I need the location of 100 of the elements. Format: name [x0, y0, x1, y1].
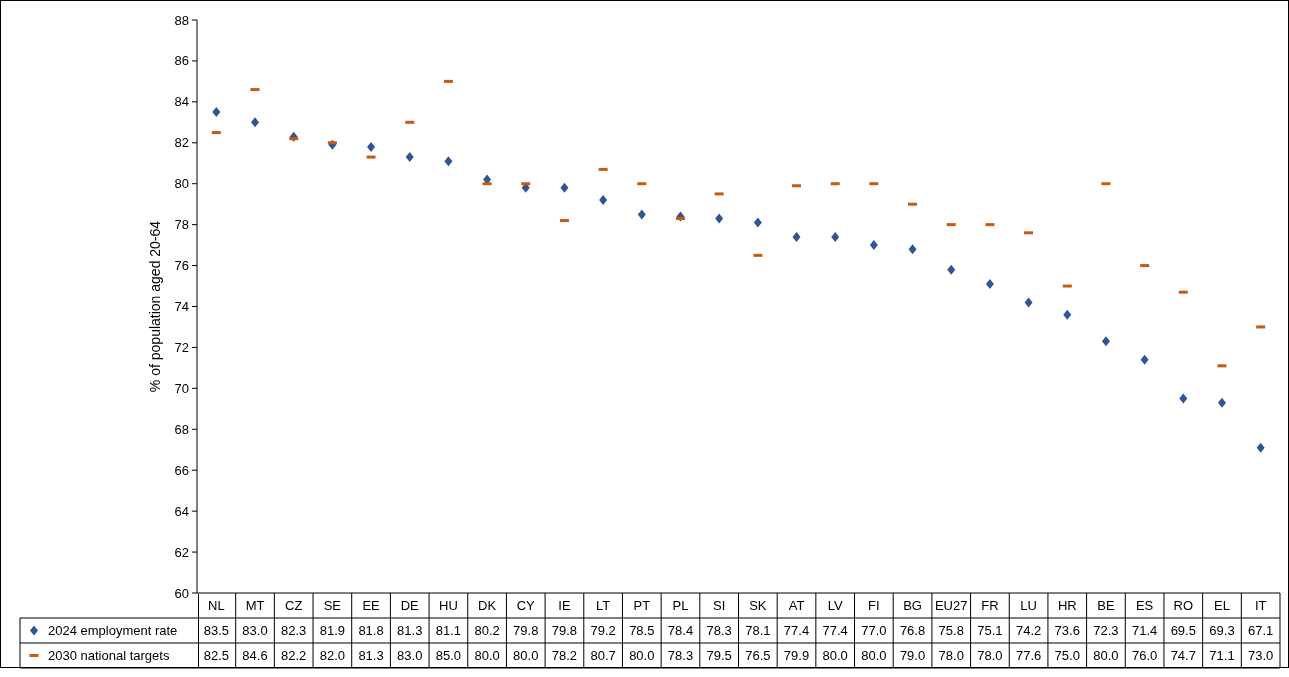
data-label: 77.0 [861, 623, 887, 639]
y-tick-label: 60 [174, 585, 189, 601]
data-label: 75.1 [977, 623, 1003, 639]
data-label: 78.4 [667, 623, 694, 639]
data-label: 81.3 [358, 648, 384, 664]
data-label: 83.5 [203, 623, 229, 639]
data-label: 77.4 [822, 623, 848, 639]
data-label: 71.4 [1131, 623, 1158, 639]
data-label: 80.0 [1093, 648, 1119, 664]
x-tick-label: EE [362, 598, 381, 614]
data-label: 82.5 [203, 648, 229, 664]
data-label: 79.0 [899, 648, 926, 664]
x-tick-label: BE [1097, 598, 1115, 614]
x-tick-label: FI [868, 598, 880, 614]
data-label: 81.3 [397, 623, 423, 639]
data-label: 79.8 [513, 623, 539, 639]
data-label: 82.3 [281, 623, 307, 639]
data-label: 76.8 [899, 623, 926, 639]
x-tick-label: CZ [285, 598, 303, 614]
point [1024, 297, 1033, 308]
data-label: 77.6 [1015, 648, 1042, 664]
point [405, 152, 414, 163]
point [560, 182, 569, 193]
y-tick-label: 62 [174, 544, 189, 560]
data-label: 84.6 [242, 648, 268, 664]
x-tick-label: IE [558, 598, 571, 614]
y-tick-label: 70 [174, 380, 189, 396]
data-label: 73.0 [1248, 648, 1274, 664]
data-label: 79.9 [783, 648, 810, 664]
data-label: 75.0 [1054, 648, 1080, 664]
data-label: 78.1 [745, 623, 771, 639]
point [444, 156, 453, 167]
data-label: 81.9 [319, 623, 346, 639]
data-label: 69.3 [1209, 623, 1235, 639]
point [715, 213, 724, 224]
y-tick-label: 78 [174, 217, 189, 233]
data-label: 78.2 [551, 648, 578, 664]
y-tick-label: 68 [174, 421, 189, 437]
data-label: 78.0 [938, 648, 964, 664]
point [753, 217, 762, 228]
x-tick-label: HR [1057, 598, 1077, 614]
x-tick-label: LV [827, 598, 843, 614]
data-label: 81.1 [435, 623, 462, 639]
x-tick-label: SK [749, 598, 767, 614]
x-tick-label: IT [1254, 598, 1267, 614]
data-label: 78.0 [977, 648, 1003, 664]
x-tick-label: MT [245, 598, 265, 614]
x-tick-label: LU [1020, 598, 1037, 614]
data-label: 79.2 [590, 623, 616, 639]
x-tick-label: NL [208, 598, 225, 614]
x-tick-label: PL [672, 598, 689, 614]
x-tick-label: DK [478, 598, 497, 614]
y-tick-label: 80 [174, 176, 189, 192]
point [212, 107, 221, 118]
data-label: 80.7 [590, 648, 616, 664]
point [985, 278, 994, 289]
data-label: 81.8 [358, 623, 384, 639]
x-tick-label: DE [400, 598, 420, 614]
x-tick-label: HU [439, 598, 458, 614]
point [792, 231, 801, 242]
x-tick-label: ES [1135, 598, 1154, 614]
data-label: 74.2 [1015, 623, 1042, 639]
data-label: 79.5 [706, 648, 732, 664]
data-label: 76.5 [745, 648, 771, 664]
data-label: 83.0 [242, 623, 268, 639]
y-tick-label: 74 [174, 299, 189, 315]
x-tick-label: SI [713, 598, 726, 614]
data-label: 78.3 [667, 648, 694, 664]
x-tick-label: EL [1214, 598, 1230, 614]
data-label: 80.2 [474, 623, 500, 639]
data-label: 82.2 [281, 648, 307, 664]
point [599, 195, 608, 206]
data-label: 71.1 [1209, 648, 1235, 664]
legend-label: 2030 national targets [48, 648, 170, 664]
y-tick-label: 84 [174, 94, 189, 110]
point [1217, 397, 1226, 408]
y-axis-title: % of population aged 20-64 [147, 220, 163, 393]
point [908, 244, 917, 255]
point [1101, 336, 1110, 347]
y-tick-label: 66 [174, 462, 189, 478]
point [869, 240, 878, 251]
data-label: 80.0 [861, 648, 887, 664]
point [1140, 354, 1149, 365]
x-tick-label: FR [981, 598, 999, 614]
data-label: 80.0 [629, 648, 655, 664]
data-label: 76.0 [1131, 648, 1158, 664]
point [1179, 393, 1188, 404]
point [947, 264, 956, 275]
y-tick-label: 76 [174, 258, 189, 274]
data-label: 69.5 [1170, 623, 1196, 639]
point [831, 231, 840, 242]
data-label: 78.3 [706, 623, 732, 639]
data-label: 67.1 [1248, 623, 1274, 639]
data-label: 80.0 [822, 648, 848, 664]
point [251, 117, 260, 128]
data-label: 73.6 [1054, 623, 1080, 639]
x-tick-label: CY [516, 598, 536, 614]
point [1063, 309, 1072, 320]
data-label: 80.0 [474, 648, 500, 664]
data-label: 74.7 [1170, 648, 1196, 664]
